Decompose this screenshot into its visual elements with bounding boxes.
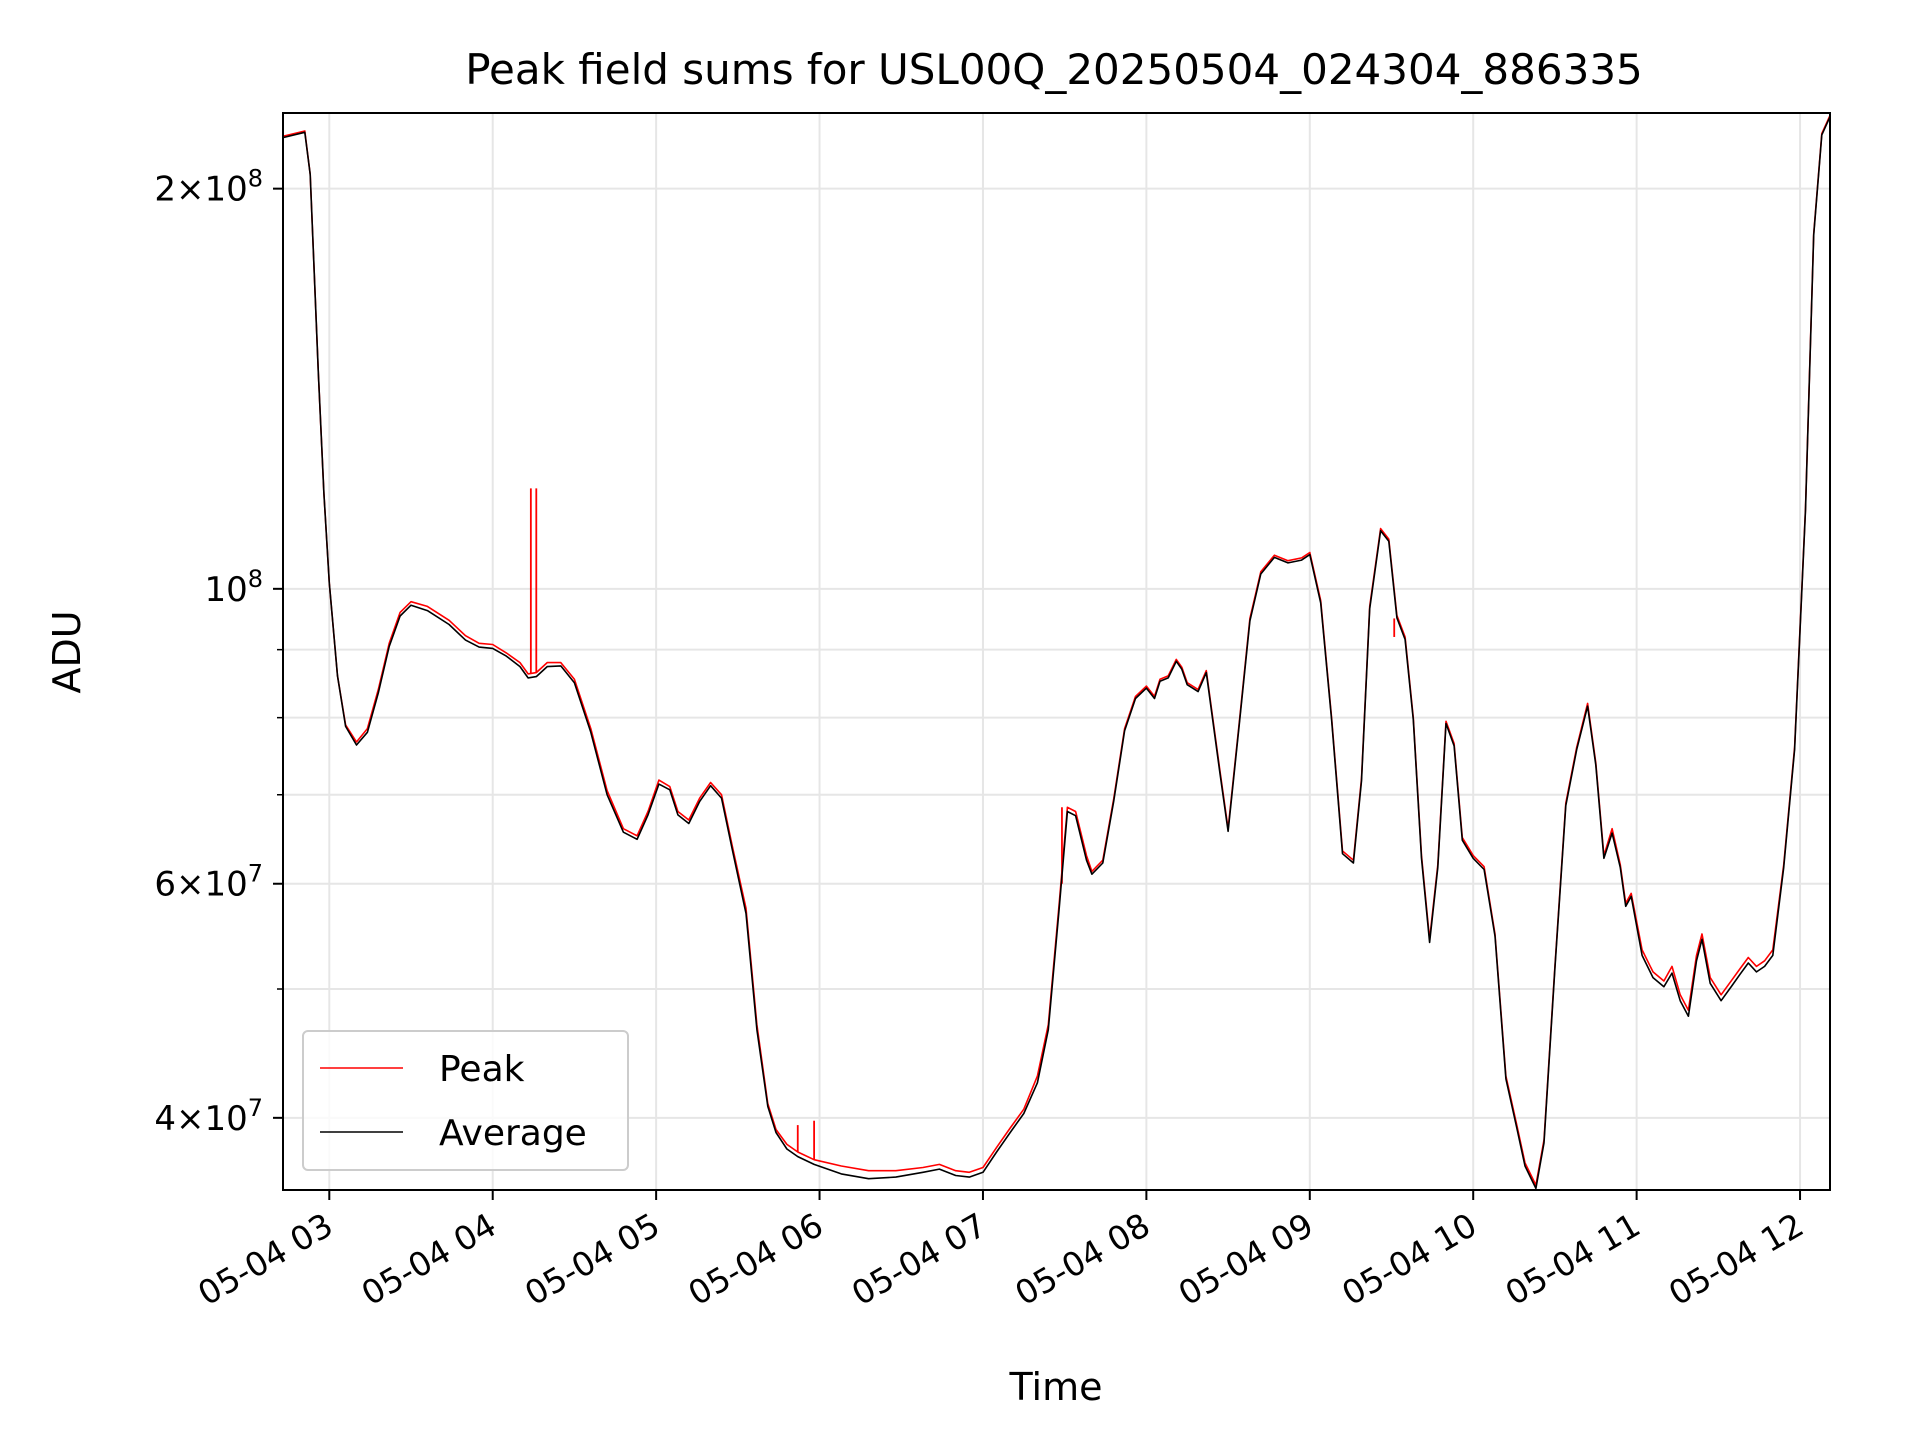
y-tick-mantissa: 6 [154, 865, 176, 905]
grid [283, 113, 1830, 1190]
plot-frame [282, 112, 1831, 1191]
legend-box [302, 1030, 629, 1171]
y-tick-label: 108 [204, 565, 263, 610]
y-tick-base: 10 [204, 570, 247, 610]
chart-title: Peak field sums for USL00Q_20250504_0243… [465, 45, 1643, 94]
y-tick-times-sign: × [176, 1099, 205, 1139]
y-tick-base: 10 [204, 1099, 247, 1139]
legend-label-peak: Peak [439, 1049, 525, 1090]
y-tick-exponent: 7 [248, 1094, 263, 1122]
legend-label-average: Average [439, 1113, 587, 1154]
y-tick-times-sign: × [176, 170, 205, 210]
y-tick-exponent: 8 [248, 565, 263, 593]
y-tick-mantissa: 4 [154, 1099, 176, 1139]
y-tick-exponent: 7 [248, 860, 263, 888]
y-tick-base: 10 [204, 170, 247, 210]
legend: Peak Average [302, 1030, 629, 1171]
y-tick-base: 10 [204, 865, 247, 905]
y-tick-label: 4×107 [154, 1094, 263, 1139]
x-axis-label: Time [1009, 1365, 1103, 1409]
y-tick-mantissa: 2 [154, 170, 176, 210]
plot-lines [282, 115, 1831, 1190]
y-tick-label: 6×107 [154, 860, 263, 905]
y-tick-times-sign: × [176, 865, 205, 905]
series-line-average [282, 116, 1831, 1190]
y-tick-label: 2×108 [154, 165, 263, 210]
y-tick-exponent: 8 [248, 165, 263, 193]
y-axis-label: ADU [45, 610, 89, 693]
